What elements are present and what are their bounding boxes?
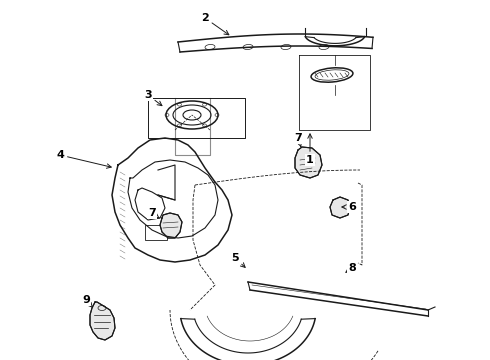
Polygon shape <box>160 213 182 238</box>
Text: 4: 4 <box>56 150 111 168</box>
Polygon shape <box>330 197 350 218</box>
Text: 7: 7 <box>148 208 159 218</box>
Text: 7: 7 <box>294 133 302 147</box>
Polygon shape <box>90 302 115 340</box>
Text: 6: 6 <box>342 202 356 212</box>
Text: 3: 3 <box>144 90 162 105</box>
Text: 8: 8 <box>346 263 356 273</box>
Text: 2: 2 <box>201 13 229 35</box>
Text: 5: 5 <box>231 253 245 267</box>
Text: 9: 9 <box>82 295 93 308</box>
Bar <box>145 225 167 240</box>
Text: 1: 1 <box>306 134 314 165</box>
Polygon shape <box>295 147 322 178</box>
